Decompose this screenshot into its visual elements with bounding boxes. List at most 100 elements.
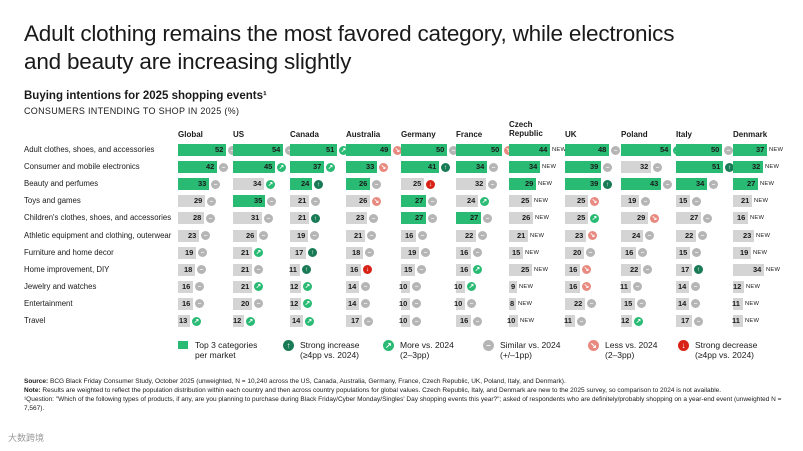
trend-similar-icon: –	[198, 248, 207, 258]
trend-similar-icon: –	[361, 299, 370, 309]
bar	[178, 212, 204, 225]
bar	[456, 178, 486, 191]
trend-similar-icon: –	[691, 299, 700, 309]
bar	[401, 178, 424, 191]
value-label: 22	[574, 298, 583, 308]
bar	[401, 263, 415, 276]
trend-more-icon: ↗	[634, 316, 643, 326]
bar	[733, 229, 754, 242]
value-label: 27	[415, 213, 424, 223]
bar	[178, 161, 217, 174]
category-label: Children's clothes, shoes, and accessori…	[24, 213, 172, 223]
value-label: 14	[348, 298, 357, 308]
bar	[290, 229, 308, 242]
trend-less-icon: ↘	[590, 196, 599, 206]
trend-more-icon: ↗	[326, 162, 335, 172]
bar	[509, 246, 523, 259]
bar	[676, 263, 692, 276]
page-title: Adult clothing remains the most favored …	[24, 20, 784, 76]
trend-similar-icon: –	[311, 196, 320, 206]
bar	[565, 263, 580, 276]
value-label: 14	[292, 316, 301, 325]
trend-similar-icon: –	[361, 282, 370, 292]
bar	[401, 161, 439, 174]
value-label: 12	[733, 281, 742, 291]
value-label: 11	[620, 281, 628, 291]
value-label: 11	[564, 316, 572, 325]
value-label: 34	[753, 264, 762, 274]
trend-similar-icon: –	[417, 265, 426, 275]
value-label: 21	[241, 247, 250, 257]
value-label: 37	[756, 145, 765, 154]
value-label: 16	[460, 316, 469, 325]
bar	[621, 280, 631, 293]
trend-similar-icon: –	[577, 316, 586, 326]
bar	[401, 297, 410, 310]
trend-similar-icon: –	[473, 316, 482, 326]
value-label: 27	[415, 196, 424, 206]
bar	[509, 280, 517, 293]
source-note: Source: BCG Black Friday Consumer Study,…	[24, 377, 794, 386]
new-label: NEW	[534, 266, 549, 273]
value-label: 23	[743, 230, 752, 240]
new-label: NEW	[534, 198, 549, 205]
bar	[233, 144, 283, 156]
trend-similar-icon: –	[264, 213, 273, 223]
category-label: Beauty and perfumes	[24, 179, 99, 189]
trend-more-icon: ↗	[192, 316, 201, 326]
trend-similar-icon: –	[412, 282, 421, 292]
bar	[178, 297, 193, 310]
value-label: 31	[251, 213, 260, 223]
value-label: 50	[491, 145, 500, 154]
new-label: NEW	[530, 232, 545, 239]
value-label: 33	[366, 162, 375, 172]
value-label: 25	[577, 213, 586, 223]
bar	[456, 229, 476, 242]
strong-increase-icon: ↑	[283, 340, 294, 351]
trend-strong-increase-icon: ↑	[308, 248, 317, 258]
trend-strong-decrease-icon: ↓	[426, 179, 435, 189]
value-label: 13	[179, 316, 188, 325]
trend-strong-increase-icon: ↑	[302, 265, 311, 275]
value-label: 25	[521, 196, 530, 206]
trend-similar-icon: –	[645, 231, 654, 240]
trend-more-icon: ↗	[473, 265, 482, 275]
bar	[565, 144, 609, 156]
value-label: 32	[475, 179, 484, 189]
value-label: 17	[681, 316, 690, 325]
trend-more-icon: ↗	[254, 282, 263, 292]
value-label: 16	[182, 298, 191, 308]
new-label: NEW	[518, 300, 533, 307]
new-label: NEW	[520, 318, 535, 324]
trend-similar-icon: –	[195, 299, 204, 309]
value-label: 8	[510, 298, 515, 308]
value-label: 45	[264, 162, 273, 172]
bar	[621, 263, 641, 276]
value-label: 21	[354, 230, 363, 240]
value-label: 11	[732, 298, 740, 308]
value-label: 19	[297, 230, 306, 240]
bar	[621, 195, 639, 208]
value-label: 21	[298, 213, 307, 223]
bar	[621, 178, 661, 191]
value-label: 28	[193, 213, 202, 223]
legend-text: Strong decrease (≥4pp vs. 2024)	[695, 340, 757, 360]
trend-less-icon: ↘	[650, 213, 659, 223]
value-label: 33	[198, 179, 207, 189]
trend-more-icon: ↗	[266, 179, 275, 189]
trend-similar-icon: –	[691, 282, 700, 292]
trend-similar-icon: –	[310, 231, 319, 240]
bar	[676, 229, 696, 242]
bar	[509, 297, 516, 310]
new-label: NEW	[745, 300, 760, 307]
new-label: NEW	[756, 232, 771, 239]
top3-swatch	[178, 341, 188, 349]
bar	[456, 161, 487, 174]
bar	[621, 315, 632, 327]
value-label: 44	[539, 145, 548, 154]
trend-similar-icon: –	[285, 145, 294, 155]
value-label: 50	[711, 145, 720, 154]
value-label: 34	[529, 162, 538, 172]
bar	[565, 229, 586, 242]
value-label: 24	[467, 196, 476, 206]
